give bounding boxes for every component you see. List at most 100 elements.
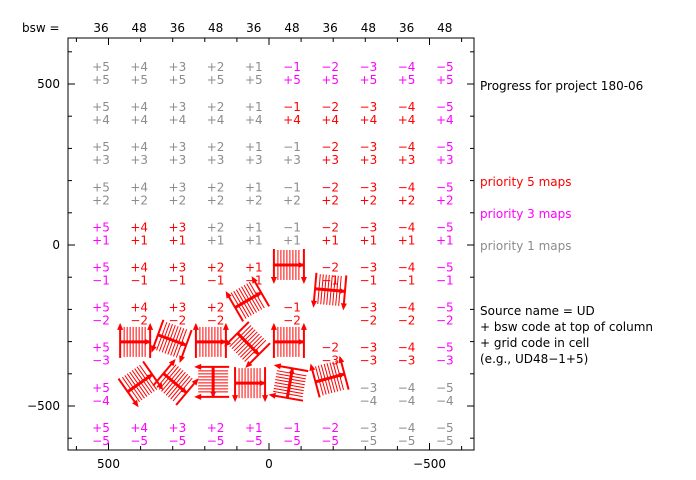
cell-row-code: −3: [92, 354, 110, 368]
cell-column-code: −5: [436, 220, 454, 234]
cell-row-code: −5: [360, 434, 378, 448]
cell-row-code: −3: [436, 354, 454, 368]
arrow-head-icon: [260, 380, 266, 387]
grid-cell: −1+5: [283, 60, 301, 87]
cell-row-code: +1: [169, 233, 187, 247]
arrow-head-icon: [338, 355, 345, 364]
grid-cell: +2−2: [207, 301, 225, 328]
grid-cell: −3−5: [360, 421, 378, 448]
cell-column-code: −1: [283, 421, 301, 435]
cell-row-code: −3: [398, 354, 416, 368]
cell-column-code: −3: [360, 220, 378, 234]
arrow-head-icon: [298, 338, 304, 345]
cell-row-code: +4: [321, 113, 339, 127]
bsw-code: 36: [399, 21, 414, 35]
cell-row-code: −5: [130, 434, 148, 448]
grid-cell: +1+2: [245, 180, 263, 207]
cell-row-code: +1: [360, 233, 378, 247]
grid-cell: −4−3: [398, 341, 416, 368]
cell-row-code: −2: [169, 314, 187, 328]
cell-column-code: −3: [360, 261, 378, 275]
cell-row-code: +1: [207, 233, 225, 247]
arrow-head-icon: [340, 303, 347, 311]
cell-row-code: −4: [360, 394, 378, 408]
grid-cell: −4+1: [398, 220, 416, 247]
cell-row-code: −2: [207, 314, 225, 328]
cell-row-code: +3: [283, 153, 301, 167]
grid-cell: +3+1: [169, 220, 187, 247]
grid-cell: −4−4: [398, 381, 416, 408]
grid-cell: −1+3: [283, 140, 301, 167]
cell-row-code: +3: [130, 153, 148, 167]
grid-cell: −4−2: [398, 301, 416, 328]
cell-column-code: −3: [360, 60, 378, 74]
arrow-head-icon: [232, 395, 239, 403]
grid-cell: −3+5: [360, 60, 378, 87]
grid-cell: +1+1: [245, 220, 263, 247]
cell-row-code: −4: [92, 394, 110, 408]
grid-cell: +5−4: [92, 381, 110, 408]
grid-cell: −5−3: [436, 341, 454, 368]
cell-row-code: −1: [92, 274, 110, 288]
grid-cell: +3+2: [169, 180, 187, 207]
grid-cell: −1+4: [283, 100, 301, 127]
cell-column-code: +3: [169, 60, 187, 74]
cell-column-code: −4: [398, 381, 416, 395]
grid-cell: +4+1: [130, 220, 148, 247]
cell-column-code: −5: [436, 421, 454, 435]
cell-row-code: +4: [245, 113, 263, 127]
cell-column-code: +1: [245, 60, 263, 74]
arrow-head-icon: [117, 322, 124, 330]
note-bsw-code: + bsw code at top of column: [480, 320, 653, 334]
grid-cell: +5+1: [92, 220, 110, 247]
grid-cell: −5−1: [436, 261, 454, 288]
arrow-head-icon: [194, 393, 202, 400]
grid-cell: +3+3: [169, 140, 187, 167]
cell-row-code: +4: [92, 113, 110, 127]
grid-cell: −3−4: [360, 381, 378, 408]
cell-column-code: −1: [283, 60, 301, 74]
cell-column-code: −4: [398, 100, 416, 114]
cell-row-code: −3: [360, 354, 378, 368]
bsw-code: 48: [132, 21, 147, 35]
cell-row-code: +1: [92, 233, 110, 247]
cell-column-code: +2: [207, 140, 225, 154]
cell-column-code: +5: [92, 140, 110, 154]
grid-cell: −2+3: [321, 140, 339, 167]
cell-row-code: +5: [436, 73, 454, 87]
progress-marker: [192, 322, 229, 358]
cell-row-code: +5: [360, 73, 378, 87]
cell-row-code: +3: [398, 153, 416, 167]
cell-row-code: +3: [245, 153, 263, 167]
grid-cell: −2−1: [321, 261, 339, 288]
cell-column-code: +2: [207, 60, 225, 74]
bsw-code: 48: [361, 21, 376, 35]
grid-cell: +3+5: [169, 60, 187, 87]
cell-column-code: −3: [360, 100, 378, 114]
arrow-head-icon: [151, 345, 157, 353]
arrow-head-icon: [288, 368, 295, 374]
grid-cell: +5+2: [92, 180, 110, 207]
grid-cell: −5+1: [436, 220, 454, 247]
cell-column-code: −4: [398, 421, 416, 435]
legend-priority-5: priority 5 maps: [480, 175, 571, 189]
cell-column-code: +2: [207, 220, 225, 234]
grid-cell: +5−2: [92, 301, 110, 328]
cell-column-code: −5: [436, 261, 454, 275]
arrow-head-icon: [225, 291, 232, 299]
cell-row-code: −2: [398, 314, 416, 328]
cell-column-code: +5: [92, 421, 110, 435]
cell-column-code: −1: [283, 301, 301, 315]
grid-cell: +1+5: [245, 60, 263, 87]
cell-row-code: −5: [398, 434, 416, 448]
progress-marker: [311, 272, 348, 311]
y-tick-label: −500: [27, 399, 60, 413]
cell-column-code: −2: [321, 341, 339, 355]
cell-row-code: +5: [283, 73, 301, 87]
cell-row-code: −5: [207, 434, 225, 448]
arrow-head-icon: [339, 287, 345, 294]
progress-marker: [225, 276, 270, 322]
cell-column-code: −4: [398, 220, 416, 234]
cell-column-code: −1: [283, 220, 301, 234]
